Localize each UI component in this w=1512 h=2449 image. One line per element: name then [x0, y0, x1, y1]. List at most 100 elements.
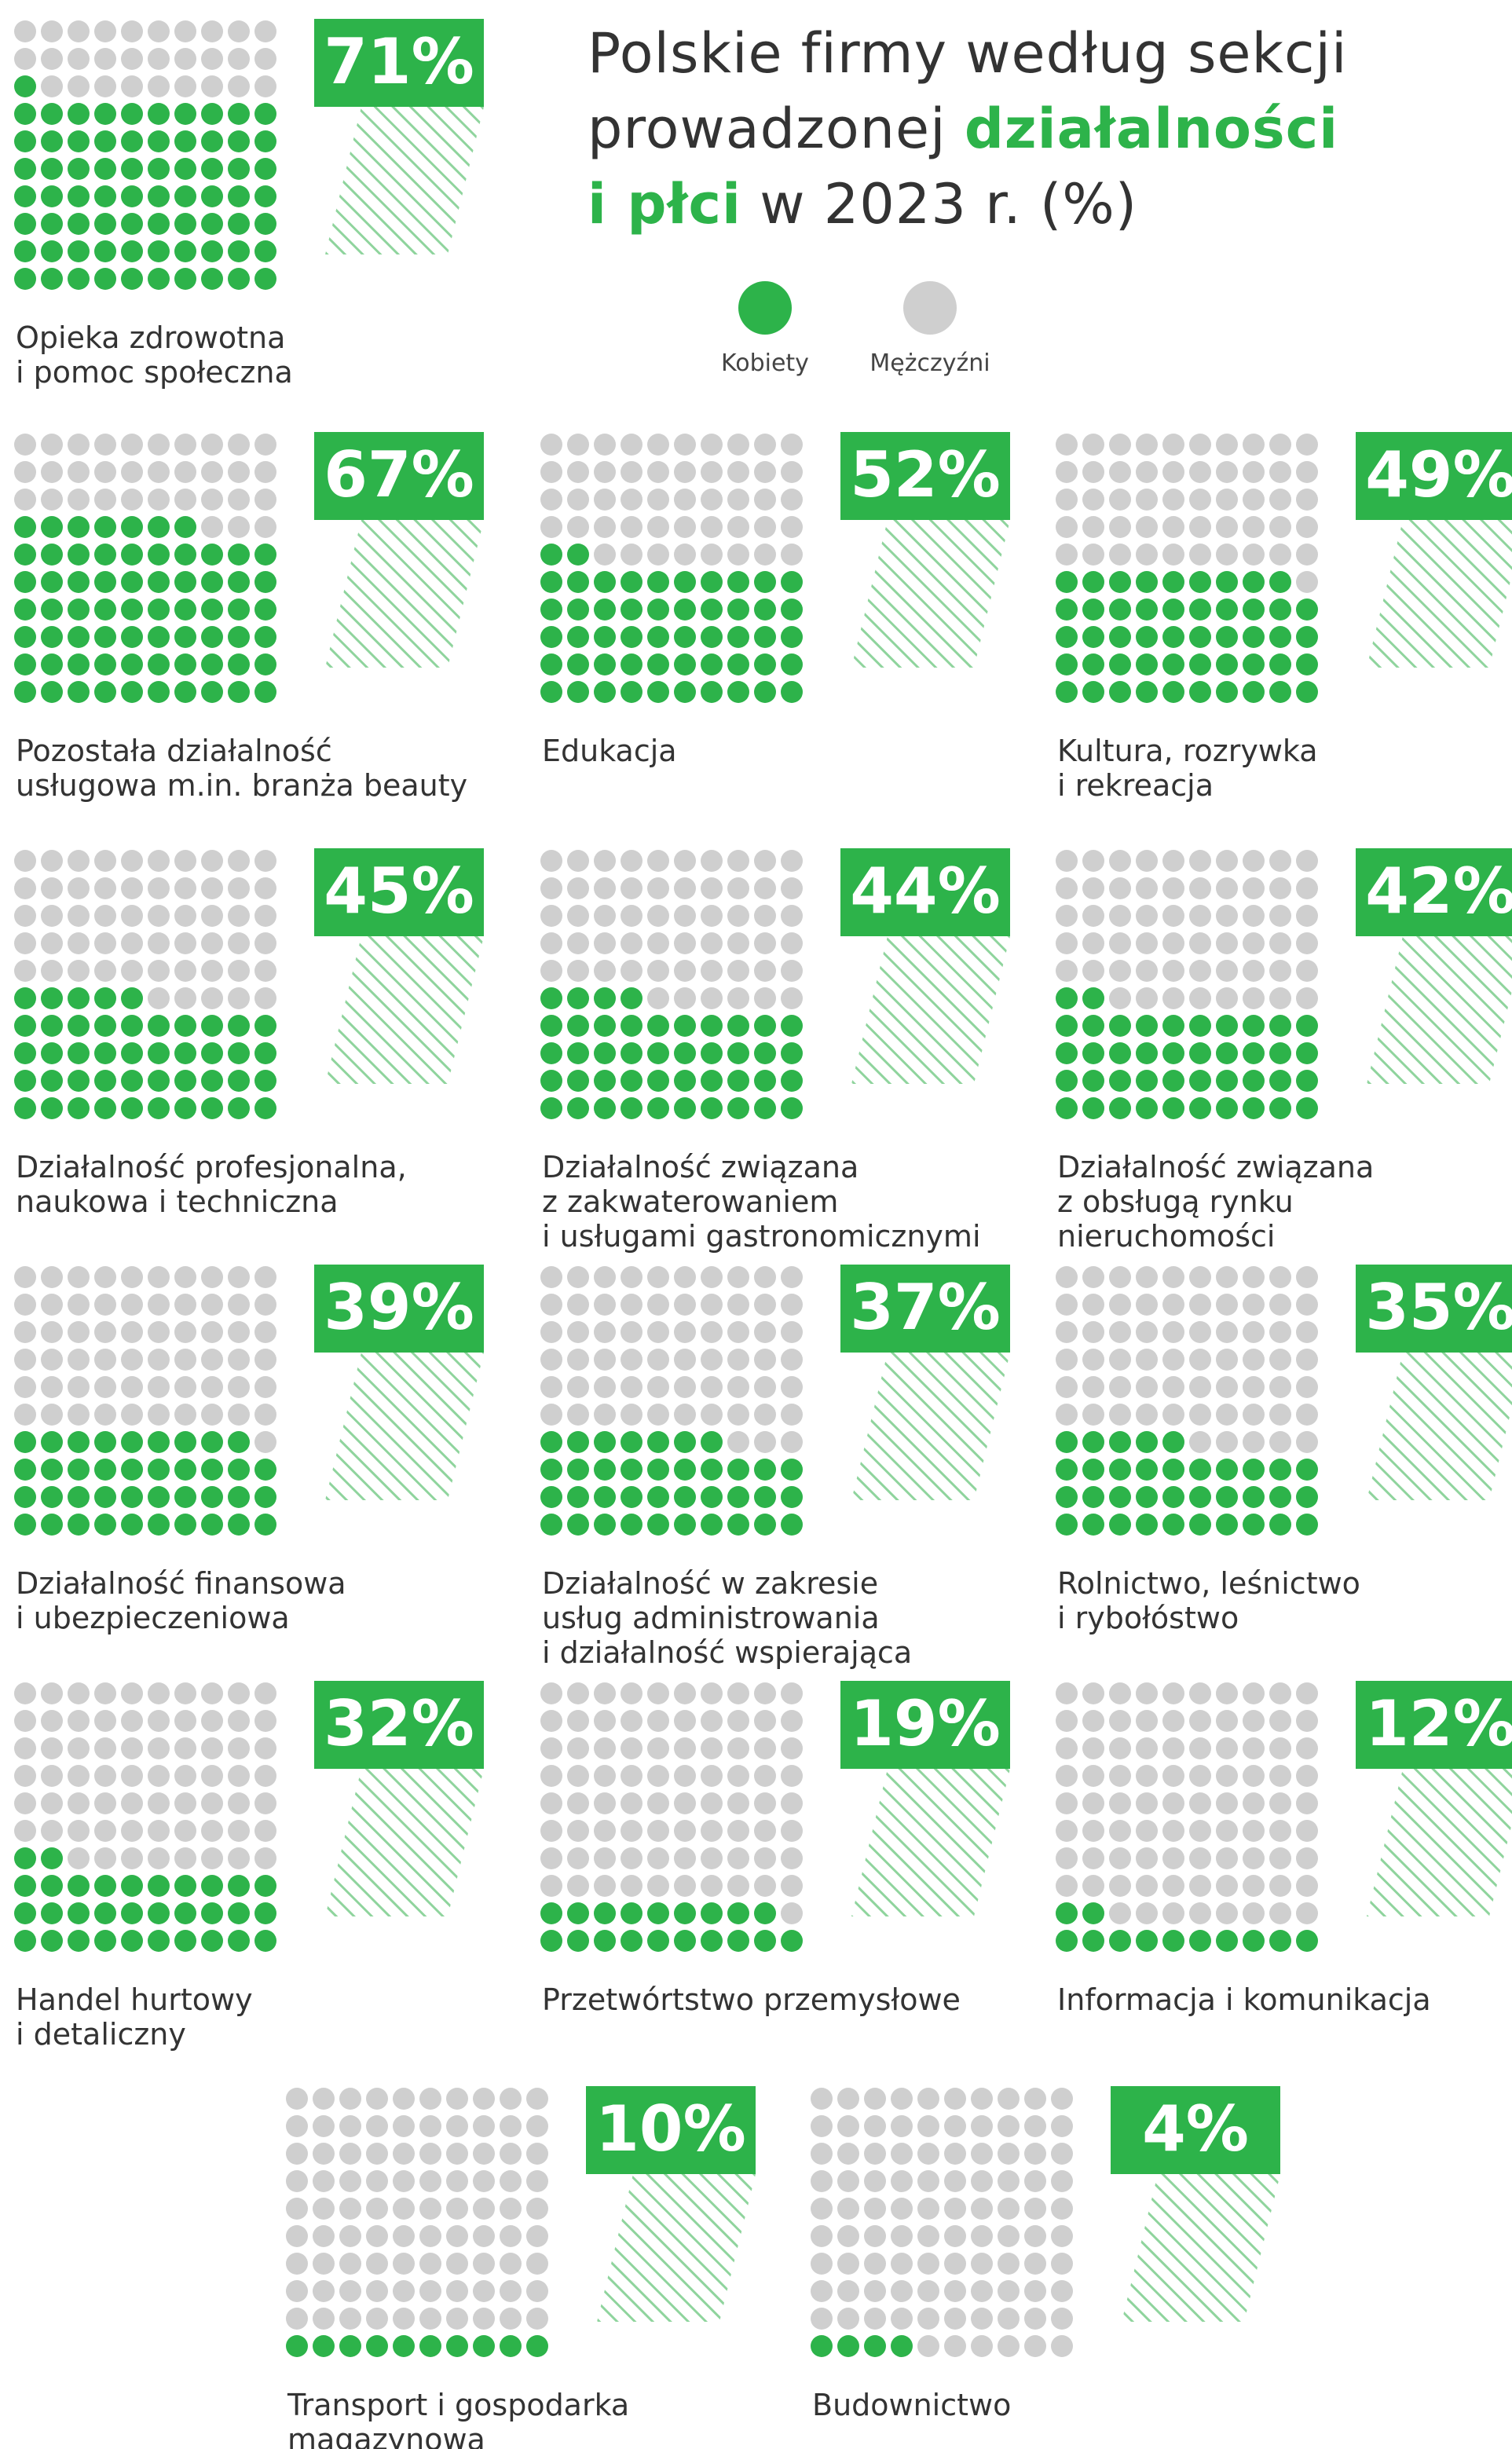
waffle-cell: [500, 2280, 522, 2302]
waffle-cell: [754, 1376, 776, 1398]
waffle-cell: [254, 1820, 276, 1842]
waffle-cell: [701, 1737, 723, 1759]
waffle-cell: [701, 1294, 723, 1316]
waffle-cell: [727, 1097, 749, 1119]
waffle-cell: [594, 653, 616, 675]
waffle-cell: [94, 48, 116, 70]
waffle-cell: [594, 1459, 616, 1481]
waffle-cell: [674, 1902, 696, 1924]
waffle-cell: [971, 2088, 993, 2110]
waffle-cell: [567, 1930, 589, 1952]
waffle-cell: [1243, 1376, 1265, 1398]
waffle-cell: [68, 1294, 90, 1316]
waffle-cell: [1216, 434, 1238, 456]
waffle-cell: [254, 1376, 276, 1398]
waffle-cell: [148, 1431, 170, 1453]
waffle-cell: [1269, 1349, 1291, 1371]
waffle-cell: [473, 2280, 495, 2302]
waffle-cell: [1296, 905, 1318, 927]
waffle-cell: [917, 2335, 939, 2357]
waffle-cell: [727, 434, 749, 456]
waffle-cell: [540, 850, 562, 872]
waffle-cell: [14, 489, 36, 511]
waffle-cell: [1051, 2335, 1073, 2357]
waffle-cell: [228, 20, 250, 42]
waffle-cell: [393, 2308, 415, 2330]
waffle-cell: [14, 48, 36, 70]
waffle-cell: [1189, 1792, 1211, 1814]
waffle-cell: [781, 850, 803, 872]
waffle-cell: [148, 960, 170, 982]
waffle-cell: [148, 1930, 170, 1952]
waffle-cell: [727, 681, 749, 703]
waffle-cell: [1162, 461, 1184, 483]
waffle-cell: [754, 434, 776, 456]
waffle-cell: [121, 1765, 143, 1787]
waffle-cell: [754, 1294, 776, 1316]
waffle-cell: [1082, 1820, 1104, 1842]
waffle-cell: [1216, 932, 1238, 954]
waffle-cell: [174, 185, 196, 207]
waffle-cell: [727, 1514, 749, 1536]
waffle-cell: [254, 103, 276, 125]
waffle-cell: [540, 1294, 562, 1316]
waffle-cell: [313, 2335, 335, 2357]
waffle-cell: [41, 516, 63, 538]
waffle-cell: [1216, 571, 1238, 593]
waffle-cell: [1056, 1820, 1078, 1842]
waffle-cell: [148, 1792, 170, 1814]
waffle-cell: [148, 1266, 170, 1288]
waffle-cell: [201, 1097, 223, 1119]
waffle-cell: [1056, 434, 1078, 456]
waffle-cell: [621, 681, 643, 703]
waffle-cell: [366, 2198, 388, 2220]
waffle-cell: [1056, 1514, 1078, 1536]
waffle-cell: [674, 1710, 696, 1732]
waffle-cell: [1082, 1042, 1104, 1064]
waffle-cell: [254, 1349, 276, 1371]
waffle-cell: [998, 2280, 1020, 2302]
waffle-cell: [201, 653, 223, 675]
icon-backdrop: [1367, 520, 1512, 668]
waffle-cell: [1136, 1514, 1158, 1536]
waffle-cell: [567, 1875, 589, 1897]
waffle-cell: [1162, 1431, 1184, 1453]
waffle-cell: [1296, 1431, 1318, 1453]
waffle-cell: [68, 1902, 90, 1924]
waffle-cell: [228, 544, 250, 566]
waffle-cell: [201, 1486, 223, 1508]
waffle-cell: [1243, 1792, 1265, 1814]
waffle-cell: [540, 1459, 562, 1481]
waffle-cell: [1243, 571, 1265, 593]
waffle-cell: [148, 1514, 170, 1536]
waffle-cell: [68, 626, 90, 648]
waffle-cell: [701, 434, 723, 456]
waffle-cell: [201, 960, 223, 982]
waffle-cell: [148, 461, 170, 483]
waffle-cell: [1296, 987, 1318, 1009]
waffle-cell: [1216, 1459, 1238, 1481]
waffle-cell: [41, 1514, 63, 1536]
waffle-cell: [781, 1765, 803, 1787]
waffle-cell: [148, 1737, 170, 1759]
waffle-cell: [228, 1902, 250, 1924]
waffle-cell: [148, 489, 170, 511]
waffle-cell: [1162, 987, 1184, 1009]
waffle-cell: [1056, 1349, 1078, 1371]
waffle-cell: [201, 1266, 223, 1288]
waffle-cell: [121, 932, 143, 954]
waffle-cell: [174, 599, 196, 620]
waffle-cell: [446, 2225, 468, 2247]
waffle-cell: [94, 20, 116, 42]
waffle-cell: [621, 1930, 643, 1952]
waffle-cell: [94, 544, 116, 566]
waffle-cell: [594, 1710, 616, 1732]
waffle-cell: [68, 1015, 90, 1037]
waffle-cell: [41, 1431, 63, 1453]
waffle-cell: [674, 516, 696, 538]
waffle-cell: [94, 185, 116, 207]
waffle-cell: [121, 1376, 143, 1398]
waffle-cell: [121, 185, 143, 207]
waffle-cell: [1082, 1266, 1104, 1288]
waffle-cell: [781, 1737, 803, 1759]
